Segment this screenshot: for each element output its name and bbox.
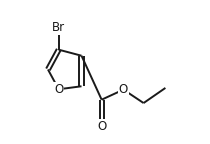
Text: Br: Br — [52, 21, 65, 34]
Text: O: O — [54, 83, 63, 96]
Text: O: O — [119, 83, 128, 96]
Text: O: O — [97, 120, 106, 133]
